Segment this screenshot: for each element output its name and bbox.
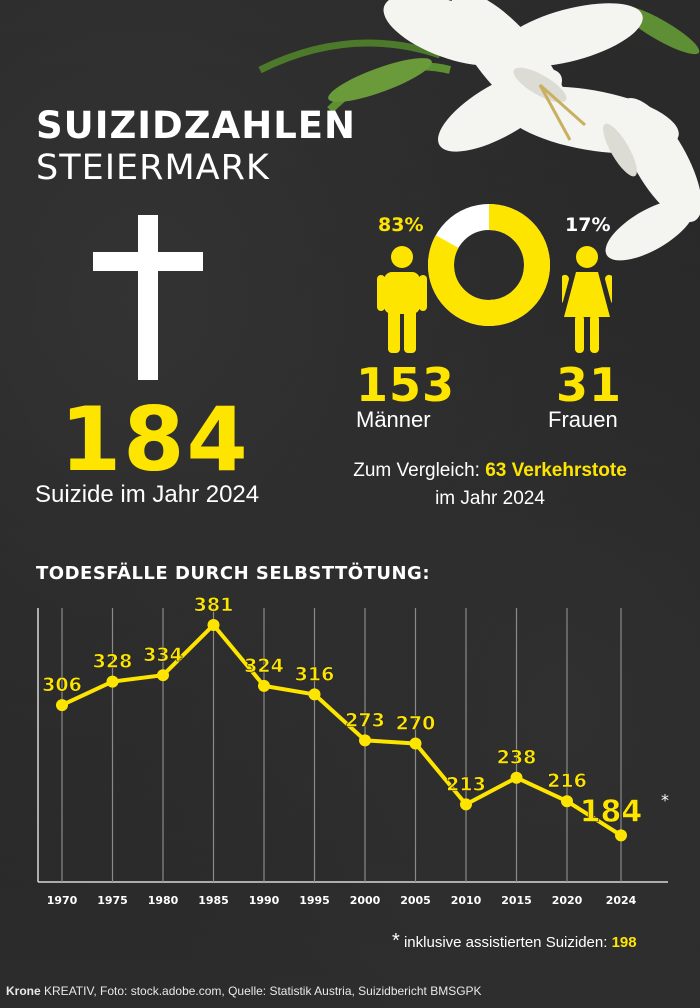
x-tick-2010: 2010 (451, 894, 482, 907)
data-label-2024: 184 (580, 794, 643, 829)
data-label-1990: 324 (244, 655, 284, 677)
male-figure-icon (377, 246, 427, 353)
comparison-highlight: 63 Verkehrstote (485, 460, 627, 481)
comparison-note: Zum Vergleich: 63 Verkehrstote im Jahr 2… (300, 457, 680, 513)
data-point-1980 (157, 669, 169, 682)
data-point-1995 (308, 688, 321, 701)
title-line-1: SUIZIDZAHLEN (36, 104, 357, 147)
x-tick-1970: 1970 (47, 894, 78, 907)
x-tick-2024: 2024 (606, 894, 637, 907)
data-point-2010 (460, 798, 472, 811)
x-tick-2005: 2005 (400, 894, 431, 907)
data-point-2015 (510, 771, 523, 784)
data-label-1985: 381 (194, 594, 234, 616)
total-caption: Suizide im Jahr 2024 (35, 481, 260, 508)
data-point-1970 (56, 699, 68, 712)
data-label-2015: 238 (497, 747, 537, 769)
footer-credits: Krone KREATIV, Foto: stock.adobe.com, Qu… (6, 984, 482, 998)
lily-flowers-image (258, 0, 700, 261)
data-label-1995: 316 (295, 663, 335, 685)
data-point-2024 (615, 829, 627, 842)
female-figure-icon (562, 246, 612, 353)
male-label: Männer (356, 407, 431, 432)
data-point-1985 (207, 619, 220, 631)
title-line-2: STEIERMARK (36, 148, 270, 188)
footnote-star: * (392, 930, 400, 952)
x-tick-2000: 2000 (350, 894, 381, 907)
data-point-2005 (409, 737, 422, 750)
data-point-2000 (359, 734, 371, 747)
data-label-1975: 328 (93, 651, 133, 673)
footer-text: KREATIV, Foto: stock.adobe.com, Quelle: … (44, 984, 482, 998)
footnote: * inklusive assistierten Suiziden: 198 (392, 930, 637, 953)
x-tick-1990: 1990 (249, 894, 280, 907)
comparison-suffix: im Jahr 2024 (435, 488, 545, 509)
data-label-2000: 273 (345, 709, 385, 731)
male-count: 153 (356, 358, 456, 412)
data-point-1990 (258, 679, 270, 692)
donut-male-segment (428, 204, 550, 326)
footnote-text: inklusive assistierten Suiziden: (403, 934, 608, 951)
female-count: 31 (556, 358, 623, 412)
x-tick-1975: 1975 (97, 894, 128, 907)
footnote-value: 198 (611, 934, 637, 951)
data-label-2010: 213 (446, 773, 486, 795)
chart-title: TODESFÄLLE DURCH SELBSTTÖTUNG: (36, 563, 431, 584)
comparison-prefix: Zum Vergleich: (353, 460, 480, 481)
data-label-2005: 270 (396, 713, 436, 735)
data-label-2020: 216 (547, 770, 587, 792)
female-percentage: 17% (565, 214, 611, 236)
data-point-1975 (106, 675, 119, 688)
male-percentage: 83% (378, 214, 424, 236)
x-tick-1980: 1980 (148, 894, 179, 907)
x-tick-2015: 2015 (501, 894, 532, 907)
data-point-2020 (561, 795, 573, 808)
data-label-asterisk: * (661, 790, 669, 809)
x-tick-1995: 1995 (299, 894, 330, 907)
data-label-1980: 334 (143, 644, 183, 666)
x-tick-1985: 1985 (198, 894, 229, 907)
gender-donut (428, 204, 550, 326)
female-label: Frauen (548, 407, 618, 432)
x-tick-2020: 2020 (552, 894, 583, 907)
footer-brand: Krone (6, 984, 41, 998)
data-line (61, 623, 623, 838)
total-number: 184 (60, 388, 250, 491)
data-label-1970: 306 (42, 674, 82, 696)
cross-icon (93, 215, 203, 380)
